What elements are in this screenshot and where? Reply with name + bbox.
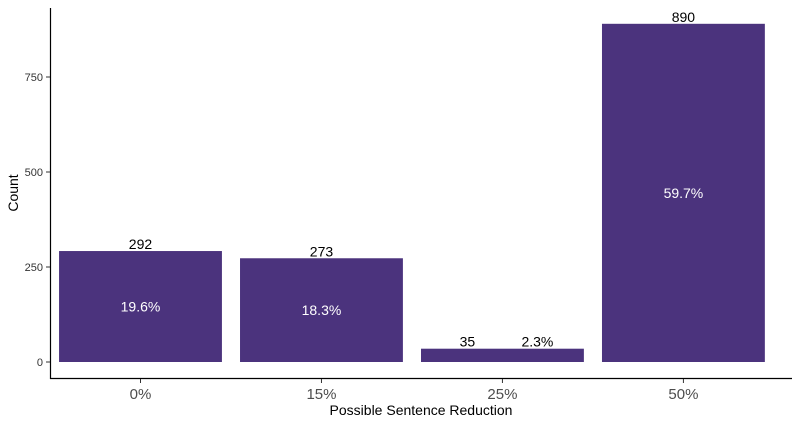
bar-percent-label: 59.7% [664, 185, 704, 201]
bar [601, 23, 765, 363]
x-tick-label: 50% [668, 386, 698, 403]
bar-percent-label: 2.3% [521, 334, 553, 350]
x-tick-label: 25% [487, 386, 517, 403]
x-axis-title: Possible Sentence Reduction [330, 402, 513, 418]
bar-count-label: 273 [310, 243, 334, 259]
bar-count-label: 292 [129, 236, 153, 252]
y-tick-label: 250 [25, 262, 43, 274]
bar-percent-label: 18.3% [302, 302, 342, 318]
y-axis-title: Count [5, 174, 21, 211]
bars-group: 292 19.6% 273 18.3% 35 2.3% 890 59.7% [59, 9, 765, 363]
y-tick-label: 750 [25, 72, 43, 84]
bar-percent-label: 19.6% [121, 299, 161, 315]
x-tick-label: 15% [306, 386, 336, 403]
bar-count-label: 35 [460, 334, 476, 350]
bar [421, 348, 584, 362]
bar [240, 258, 403, 362]
y-tick-label: 0 [37, 357, 43, 369]
y-tick-label: 500 [25, 167, 43, 179]
x-tick-label: 0% [130, 386, 152, 403]
y-axis-ticks: 0 250 500 750 [25, 72, 50, 369]
bar-count-label: 890 [672, 9, 696, 25]
bar [59, 251, 222, 362]
x-axis-ticks: 0% 15% 25% 50% [130, 379, 698, 403]
